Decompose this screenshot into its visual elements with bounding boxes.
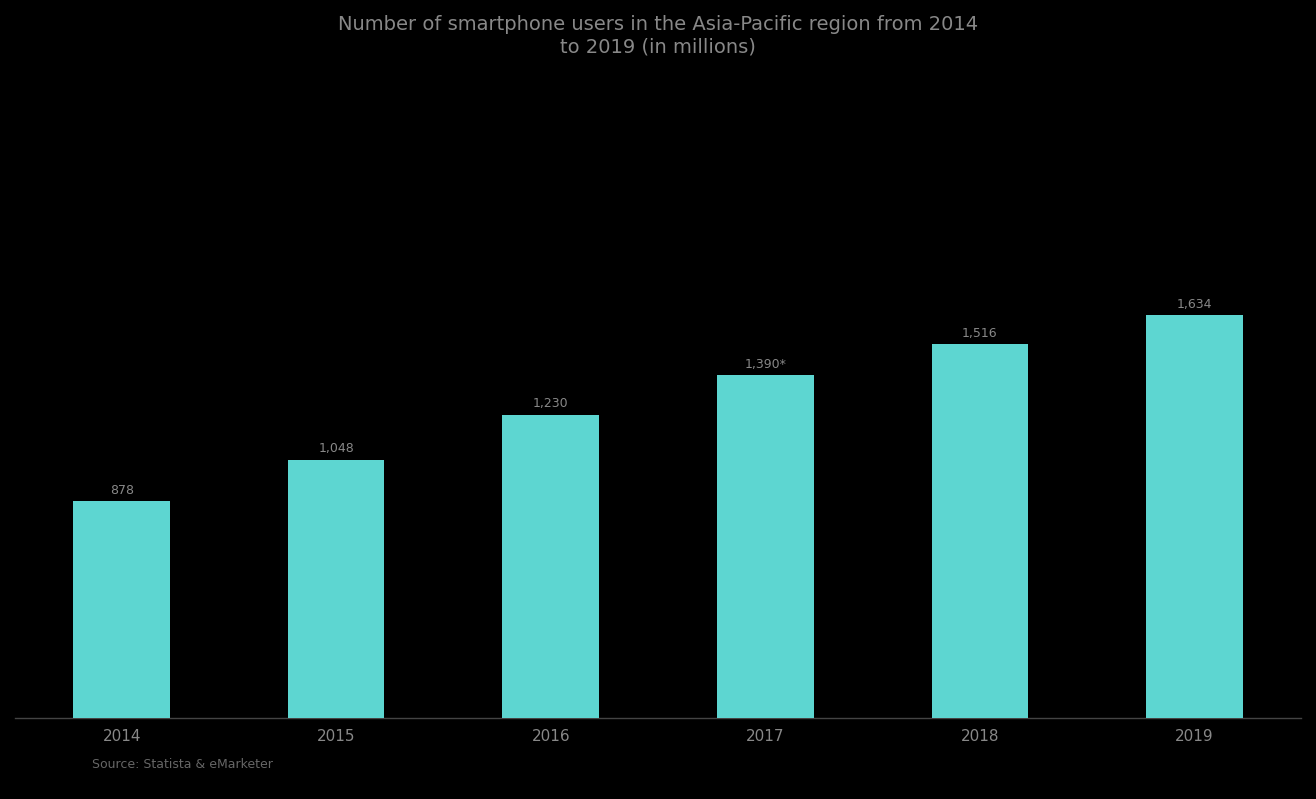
Text: 1,516: 1,516 <box>962 327 998 340</box>
Bar <box>717 376 813 718</box>
Text: 1,230: 1,230 <box>533 397 569 411</box>
Bar <box>932 344 1028 718</box>
Text: 1,048: 1,048 <box>318 442 354 455</box>
Text: 1,390*: 1,390* <box>745 358 786 371</box>
Title: Number of smartphone users in the Asia-Pacific region from 2014
to 2019 (in mill: Number of smartphone users in the Asia-P… <box>338 15 978 56</box>
Text: 1,634: 1,634 <box>1177 298 1212 311</box>
Bar <box>1146 315 1242 718</box>
Bar <box>288 459 384 718</box>
Text: 878: 878 <box>109 484 134 497</box>
Text: Source: Statista & eMarketer: Source: Statista & eMarketer <box>92 758 272 771</box>
Bar <box>503 415 599 718</box>
Bar <box>74 502 170 718</box>
